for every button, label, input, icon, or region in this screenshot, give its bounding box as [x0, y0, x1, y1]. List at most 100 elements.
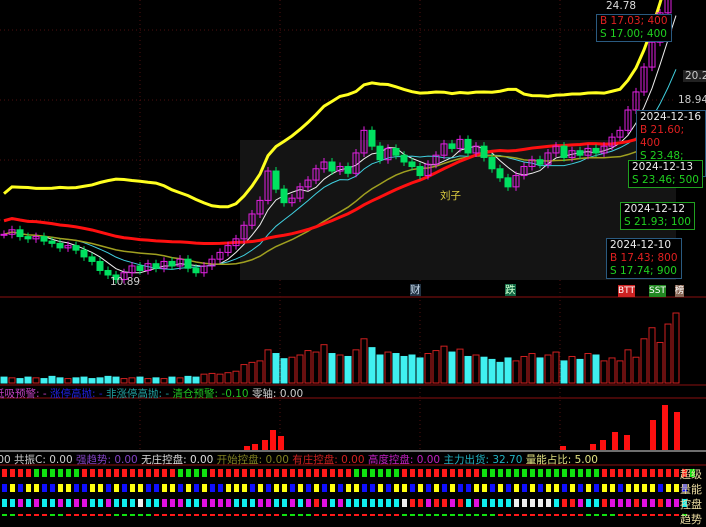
signal-square — [658, 514, 663, 516]
signal-square — [138, 484, 143, 492]
signal-square — [610, 484, 615, 492]
signal-square — [314, 499, 319, 507]
candle — [40, 236, 48, 242]
signal-square — [74, 469, 79, 477]
signal-square — [554, 469, 559, 477]
signal-square — [250, 514, 255, 516]
volume-bar — [96, 377, 104, 384]
signal-square — [506, 484, 511, 492]
candle — [152, 263, 160, 269]
signal-square — [586, 484, 591, 492]
signal-square — [66, 469, 71, 477]
signal-row-label: 趋势 — [680, 513, 702, 526]
signal-square — [266, 484, 271, 492]
signal-square — [418, 484, 423, 492]
signal-square — [138, 514, 143, 516]
signal-square — [450, 484, 455, 492]
signal-square — [450, 514, 455, 516]
marker-die[interactable]: 跌 — [505, 284, 516, 296]
volume-bar — [400, 355, 408, 384]
signal-square — [178, 514, 183, 516]
signal-square — [626, 514, 631, 516]
signal-bar — [590, 444, 596, 450]
trade-box-2024-12-10[interactable]: 2024-12-10 B 17.43; 800 S 17.74; 900 — [606, 238, 682, 279]
signal-square — [522, 514, 527, 516]
volume-bar — [344, 355, 352, 384]
volume-bar — [136, 376, 144, 384]
signal-square — [586, 469, 591, 477]
signal-square — [322, 514, 327, 516]
signal-square — [34, 484, 39, 492]
signal-square — [594, 499, 599, 507]
candle — [600, 145, 608, 154]
candle — [384, 147, 392, 161]
trade-box-2024-12-12[interactable]: 2024-12-12 S 21.93; 100 — [620, 202, 695, 230]
candle — [16, 229, 24, 238]
trade-box-2024-12-13[interactable]: 2024-12-13 S 23.46; 500 — [628, 160, 703, 188]
signal-square — [394, 484, 399, 492]
legend-item: 无庄控盘: 0.00 — [141, 454, 217, 466]
signal-square — [210, 484, 215, 492]
signal-square — [314, 514, 319, 516]
volume-bar — [280, 358, 288, 384]
signal-square — [146, 499, 151, 507]
signal-square — [610, 469, 615, 477]
signal-square — [42, 469, 47, 477]
signal-square — [578, 499, 583, 507]
signal-square — [330, 484, 335, 492]
candle — [312, 168, 320, 181]
signal-square — [482, 499, 487, 507]
signal-square — [570, 499, 575, 507]
candle — [368, 129, 376, 147]
candle — [32, 236, 40, 240]
volume-bar — [128, 377, 136, 384]
signal-square — [562, 469, 567, 477]
volume-bar — [24, 376, 32, 384]
volume-bar — [592, 354, 600, 384]
signal-square — [82, 499, 87, 507]
sell-badge[interactable]: SST — [649, 285, 666, 297]
volume-bar — [600, 360, 608, 384]
candle — [424, 163, 432, 177]
trade-box-top[interactable]: B 17.03; 400 S 17.00; 400 — [596, 14, 672, 42]
rank-badge[interactable]: 榜 — [675, 285, 685, 297]
volume-bar — [536, 357, 544, 384]
signal-square — [2, 514, 7, 516]
signal-square — [330, 499, 335, 507]
signal-square — [586, 499, 591, 507]
trade-buy: B 17.03; 400 — [600, 15, 668, 27]
signal-square — [306, 514, 311, 516]
volume-bar — [520, 355, 528, 384]
candle — [664, 0, 672, 14]
signal-square — [610, 514, 615, 516]
signal-square — [50, 469, 55, 477]
buy-badge[interactable]: BTT — [618, 285, 636, 297]
volume-bar — [32, 377, 40, 384]
volume-bar — [16, 378, 24, 384]
volume-bar — [424, 353, 432, 384]
candle — [360, 129, 368, 154]
marker-cai[interactable]: 财 — [410, 284, 421, 296]
candle — [264, 170, 272, 201]
candle — [440, 143, 448, 156]
volume-bar — [512, 360, 520, 384]
signal-square — [650, 469, 655, 477]
signal-square — [458, 514, 463, 516]
volume-bar — [360, 338, 368, 384]
signal-square — [682, 499, 687, 507]
trade-sell: S 17.00; 400 — [600, 28, 667, 40]
signal-square — [18, 499, 23, 507]
volume-bar — [312, 351, 320, 384]
candle — [456, 138, 464, 149]
signal-square — [106, 484, 111, 492]
candle — [560, 145, 568, 158]
signal-square — [426, 499, 431, 507]
signal-square — [162, 514, 167, 516]
signal-square — [330, 469, 335, 477]
signal-square — [658, 499, 663, 507]
signal-square — [82, 514, 87, 516]
candle — [624, 109, 632, 131]
signal-square — [666, 469, 671, 477]
signal-square — [26, 469, 31, 477]
signal-square — [570, 469, 575, 477]
